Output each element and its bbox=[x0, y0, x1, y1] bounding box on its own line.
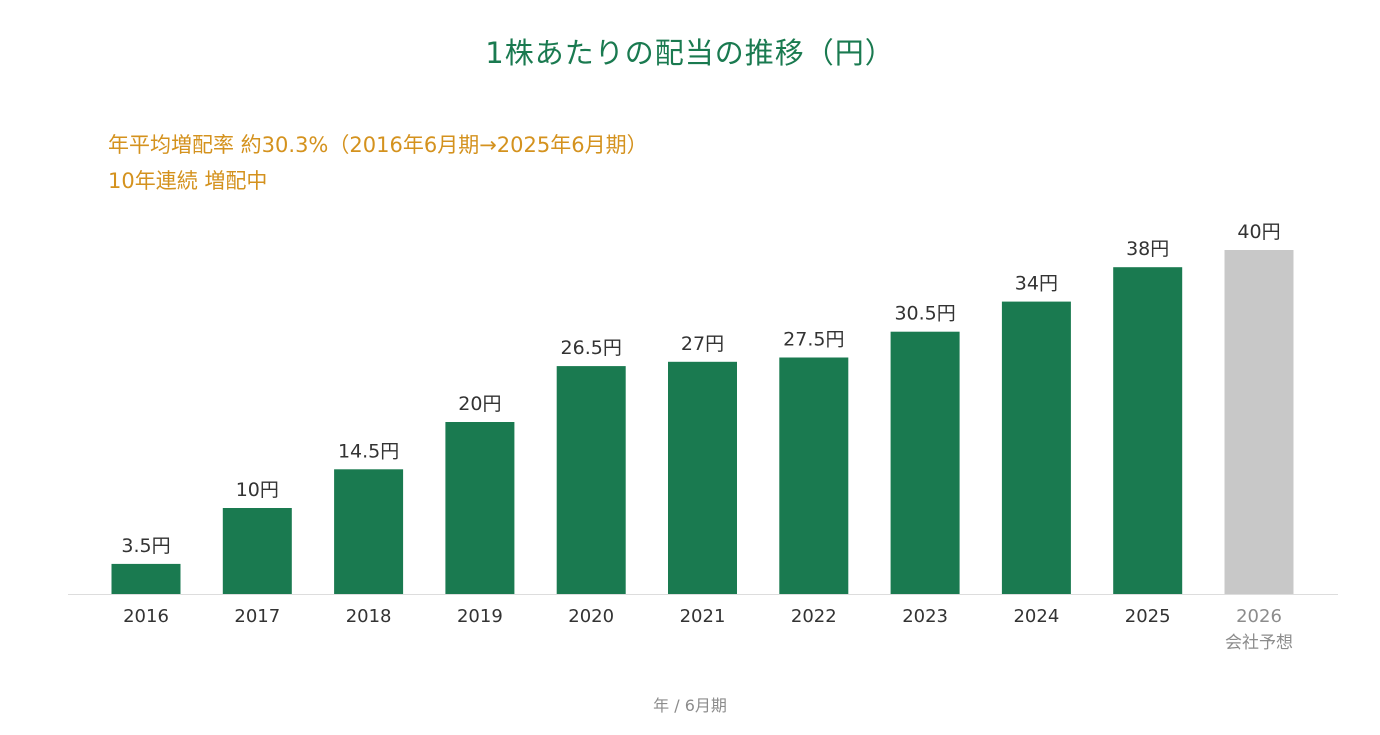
x-tick-2021: 2021 bbox=[680, 606, 726, 627]
bar-2017 bbox=[222, 508, 292, 594]
x-tick-2016: 2016 bbox=[123, 606, 169, 627]
x-tick-2024: 2024 bbox=[1013, 606, 1059, 627]
x-tick-2018: 2018 bbox=[346, 606, 392, 627]
x-tick-sublabel-2026: 会社予想 bbox=[1225, 633, 1293, 653]
value-label-2026: 40円 bbox=[1237, 221, 1280, 243]
bar-2022 bbox=[779, 357, 849, 594]
x-tick-2026: 2026 bbox=[1236, 606, 1282, 627]
bar-2020 bbox=[556, 366, 626, 594]
value-label-2021: 27円 bbox=[681, 333, 724, 355]
consecutive-increase-annotation: 10年連続 増配中 bbox=[108, 169, 268, 193]
bar-2018 bbox=[334, 469, 404, 594]
bar-2021 bbox=[668, 361, 737, 594]
bar-2023 bbox=[890, 331, 960, 594]
x-tick-2020: 2020 bbox=[568, 606, 614, 627]
value-label-2016: 3.5円 bbox=[121, 535, 170, 557]
chart-title: 1株あたりの配当の推移（円） bbox=[485, 36, 895, 70]
value-label-2023: 30.5円 bbox=[894, 303, 955, 325]
value-label-2020: 26.5円 bbox=[561, 337, 622, 359]
growth-rate-annotation: 年平均増配率 約30.3%（2016年6月期→2025年6月期） bbox=[108, 133, 648, 157]
x-tick-2023: 2023 bbox=[902, 606, 948, 627]
value-label-2019: 20円 bbox=[458, 393, 501, 415]
value-label-2018: 14.5円 bbox=[338, 440, 399, 462]
bar-2019 bbox=[445, 422, 515, 594]
bar-2026 bbox=[1224, 250, 1294, 594]
bar-2016 bbox=[111, 563, 181, 594]
bar-2024 bbox=[1001, 301, 1071, 594]
value-label-2025: 38円 bbox=[1126, 238, 1169, 260]
value-label-2017: 10円 bbox=[236, 479, 279, 501]
value-label-2024: 34円 bbox=[1015, 273, 1058, 295]
x-tick-2017: 2017 bbox=[234, 606, 280, 627]
value-label-2022: 27.5円 bbox=[783, 329, 844, 351]
x-axis-label: 年 / 6月期 bbox=[653, 696, 727, 715]
x-tick-2019: 2019 bbox=[457, 606, 503, 627]
x-tick-2025: 2025 bbox=[1125, 606, 1171, 627]
x-tick-2022: 2022 bbox=[791, 606, 837, 627]
bar-2025 bbox=[1113, 267, 1183, 594]
